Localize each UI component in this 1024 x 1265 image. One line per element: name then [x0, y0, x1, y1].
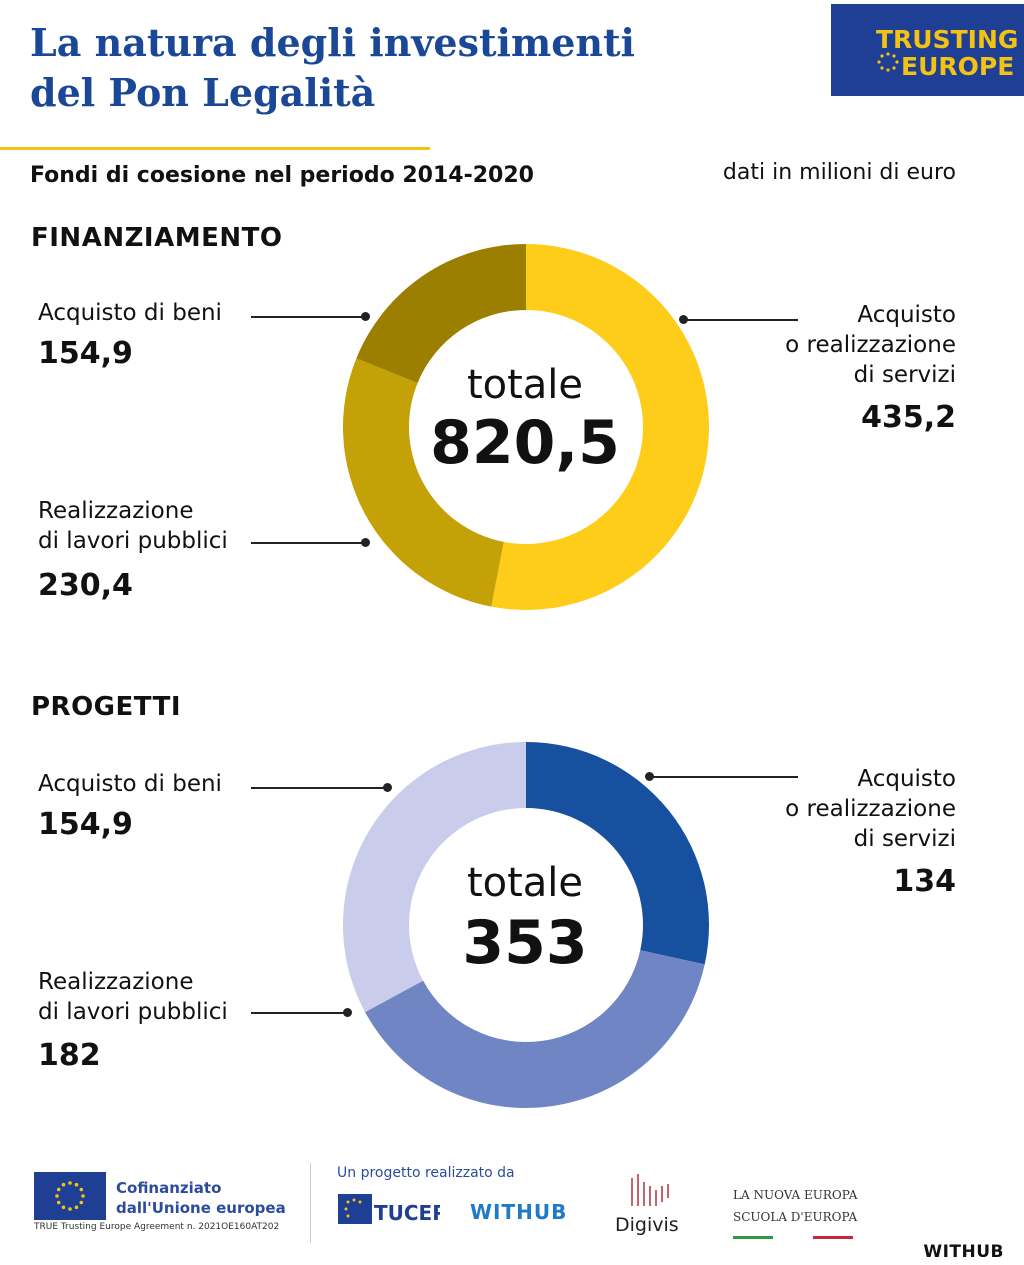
- fin-lavori-value: 230,4: [38, 568, 133, 603]
- prog-beni-leader: [251, 787, 385, 789]
- prog-servizi-leader: [650, 776, 798, 778]
- section-heading-finanziamento: FINANZIAMENTO: [31, 223, 283, 253]
- prog-servizi-value: 134: [893, 864, 956, 899]
- trusting-europe-logo: TRUSTING EUROPE: [831, 4, 1024, 96]
- prog-servizi-leader-dot: [645, 772, 654, 781]
- donut-slice-0-1: [343, 358, 504, 607]
- fin-servizi-leader: [684, 319, 798, 321]
- donut-slice-1-1: [365, 950, 705, 1108]
- prog-beni-leader-dot: [383, 783, 392, 792]
- nuova-europa-line-1: LA NUOVA EUROPA: [733, 1188, 858, 1202]
- prog-beni-label: Acquisto di beni: [38, 771, 222, 797]
- logo-line-2: EUROPE: [901, 52, 1014, 81]
- fin-servizi-value: 435,2: [861, 400, 956, 435]
- donut-slice-1-0: [526, 742, 709, 965]
- fin-beni-leader: [251, 316, 365, 318]
- fin-lavori-leader-dot: [361, 538, 370, 547]
- nuova-europa-line-2: SCUOLA D'EUROPA: [733, 1210, 858, 1224]
- prog-beni-value: 154,9: [38, 807, 133, 842]
- prog-lavori-leader: [251, 1012, 345, 1014]
- title-line-2: del Pon Legalità: [30, 70, 376, 115]
- fin-lavori-label-1: Realizzazione: [38, 498, 194, 524]
- prog-lavori-leader-dot: [343, 1008, 352, 1017]
- section-heading-progetti: PROGETTI: [31, 692, 182, 722]
- digivis-logo: Digivis: [615, 1214, 679, 1236]
- agreement-text: TRUE Trusting Europe Agreement n. 2021OE…: [34, 1222, 280, 1232]
- prog-lavori-label-2: di lavori pubblici: [38, 999, 228, 1025]
- logo-line-1: TRUSTING: [876, 25, 1018, 54]
- progetti-center-label: totale: [466, 860, 584, 906]
- prog-servizi-label: Acquisto o realizzazione di servizi: [716, 764, 956, 854]
- tucep-logo: TUCEP: [338, 1192, 447, 1232]
- tucep-text: TUCEP: [374, 1201, 440, 1225]
- donut-slice-1-2: [343, 742, 526, 1013]
- title-line-1: La natura degli investimenti: [30, 20, 635, 65]
- eu-flag-icon: [34, 1172, 106, 1220]
- digivis-mark-icon: [628, 1172, 674, 1208]
- fin-servizi-label-2: o realizzazione: [785, 332, 956, 358]
- nuova-europa-stripe: [733, 1224, 853, 1239]
- prog-servizi-label-2: o realizzazione: [785, 796, 956, 822]
- fin-beni-value: 154,9: [38, 336, 133, 371]
- fin-servizi-label-1: Acquisto: [857, 302, 956, 328]
- finanziamento-center-value: 820,5: [430, 408, 620, 478]
- prog-lavori-value: 182: [38, 1038, 101, 1073]
- donut-slice-0-0: [491, 244, 709, 610]
- fin-beni-leader-dot: [361, 312, 370, 321]
- page-title: La natura degli investimenti del Pon Leg…: [30, 18, 810, 118]
- withub-corner-logo: WITHUB: [923, 1242, 1004, 1262]
- cofinanziato-text: Cofinanziato dall'Unione europea: [116, 1178, 286, 1218]
- units-note: dati in milioni di euro: [722, 160, 956, 185]
- fin-servizi-label-3: di servizi: [853, 362, 956, 388]
- footer-separator: [310, 1163, 311, 1243]
- donut-finanziamento: [343, 244, 709, 610]
- prog-servizi-label-1: Acquisto: [857, 766, 956, 792]
- fin-lavori-leader: [251, 542, 365, 544]
- cofinanziato-line-2: dall'Unione europea: [116, 1199, 286, 1217]
- prog-lavori-label-1: Realizzazione: [38, 969, 194, 995]
- prog-servizi-label-3: di servizi: [853, 826, 956, 852]
- cofinanziato-line-1: Cofinanziato: [116, 1179, 222, 1197]
- withub-logo: WITHUB: [470, 1200, 568, 1224]
- subtitle: Fondi di coesione nel periodo 2014-2020: [30, 163, 534, 188]
- title-underline: [0, 147, 430, 150]
- donut-slice-0-2: [356, 244, 526, 384]
- donut-progetti: [343, 742, 709, 1108]
- prog-lavori-label: Realizzazione di lavori pubblici: [38, 967, 228, 1027]
- fin-lavori-label: Realizzazione di lavori pubblici: [38, 496, 228, 556]
- fin-lavori-label-2: di lavori pubblici: [38, 528, 228, 554]
- eu-stars-icon: [877, 52, 899, 72]
- finanziamento-center-label: totale: [466, 362, 584, 408]
- progetto-realizzato-text: Un progetto realizzato da: [337, 1165, 515, 1181]
- fin-servizi-label: Acquisto o realizzazione di servizi: [716, 300, 956, 390]
- nuova-europa-logo: LA NUOVA EUROPA SCUOLA D'EUROPA: [733, 1184, 857, 1228]
- progetti-center-value: 353: [462, 908, 588, 978]
- fin-beni-label: Acquisto di beni: [38, 300, 222, 326]
- fin-servizi-leader-dot: [679, 315, 688, 324]
